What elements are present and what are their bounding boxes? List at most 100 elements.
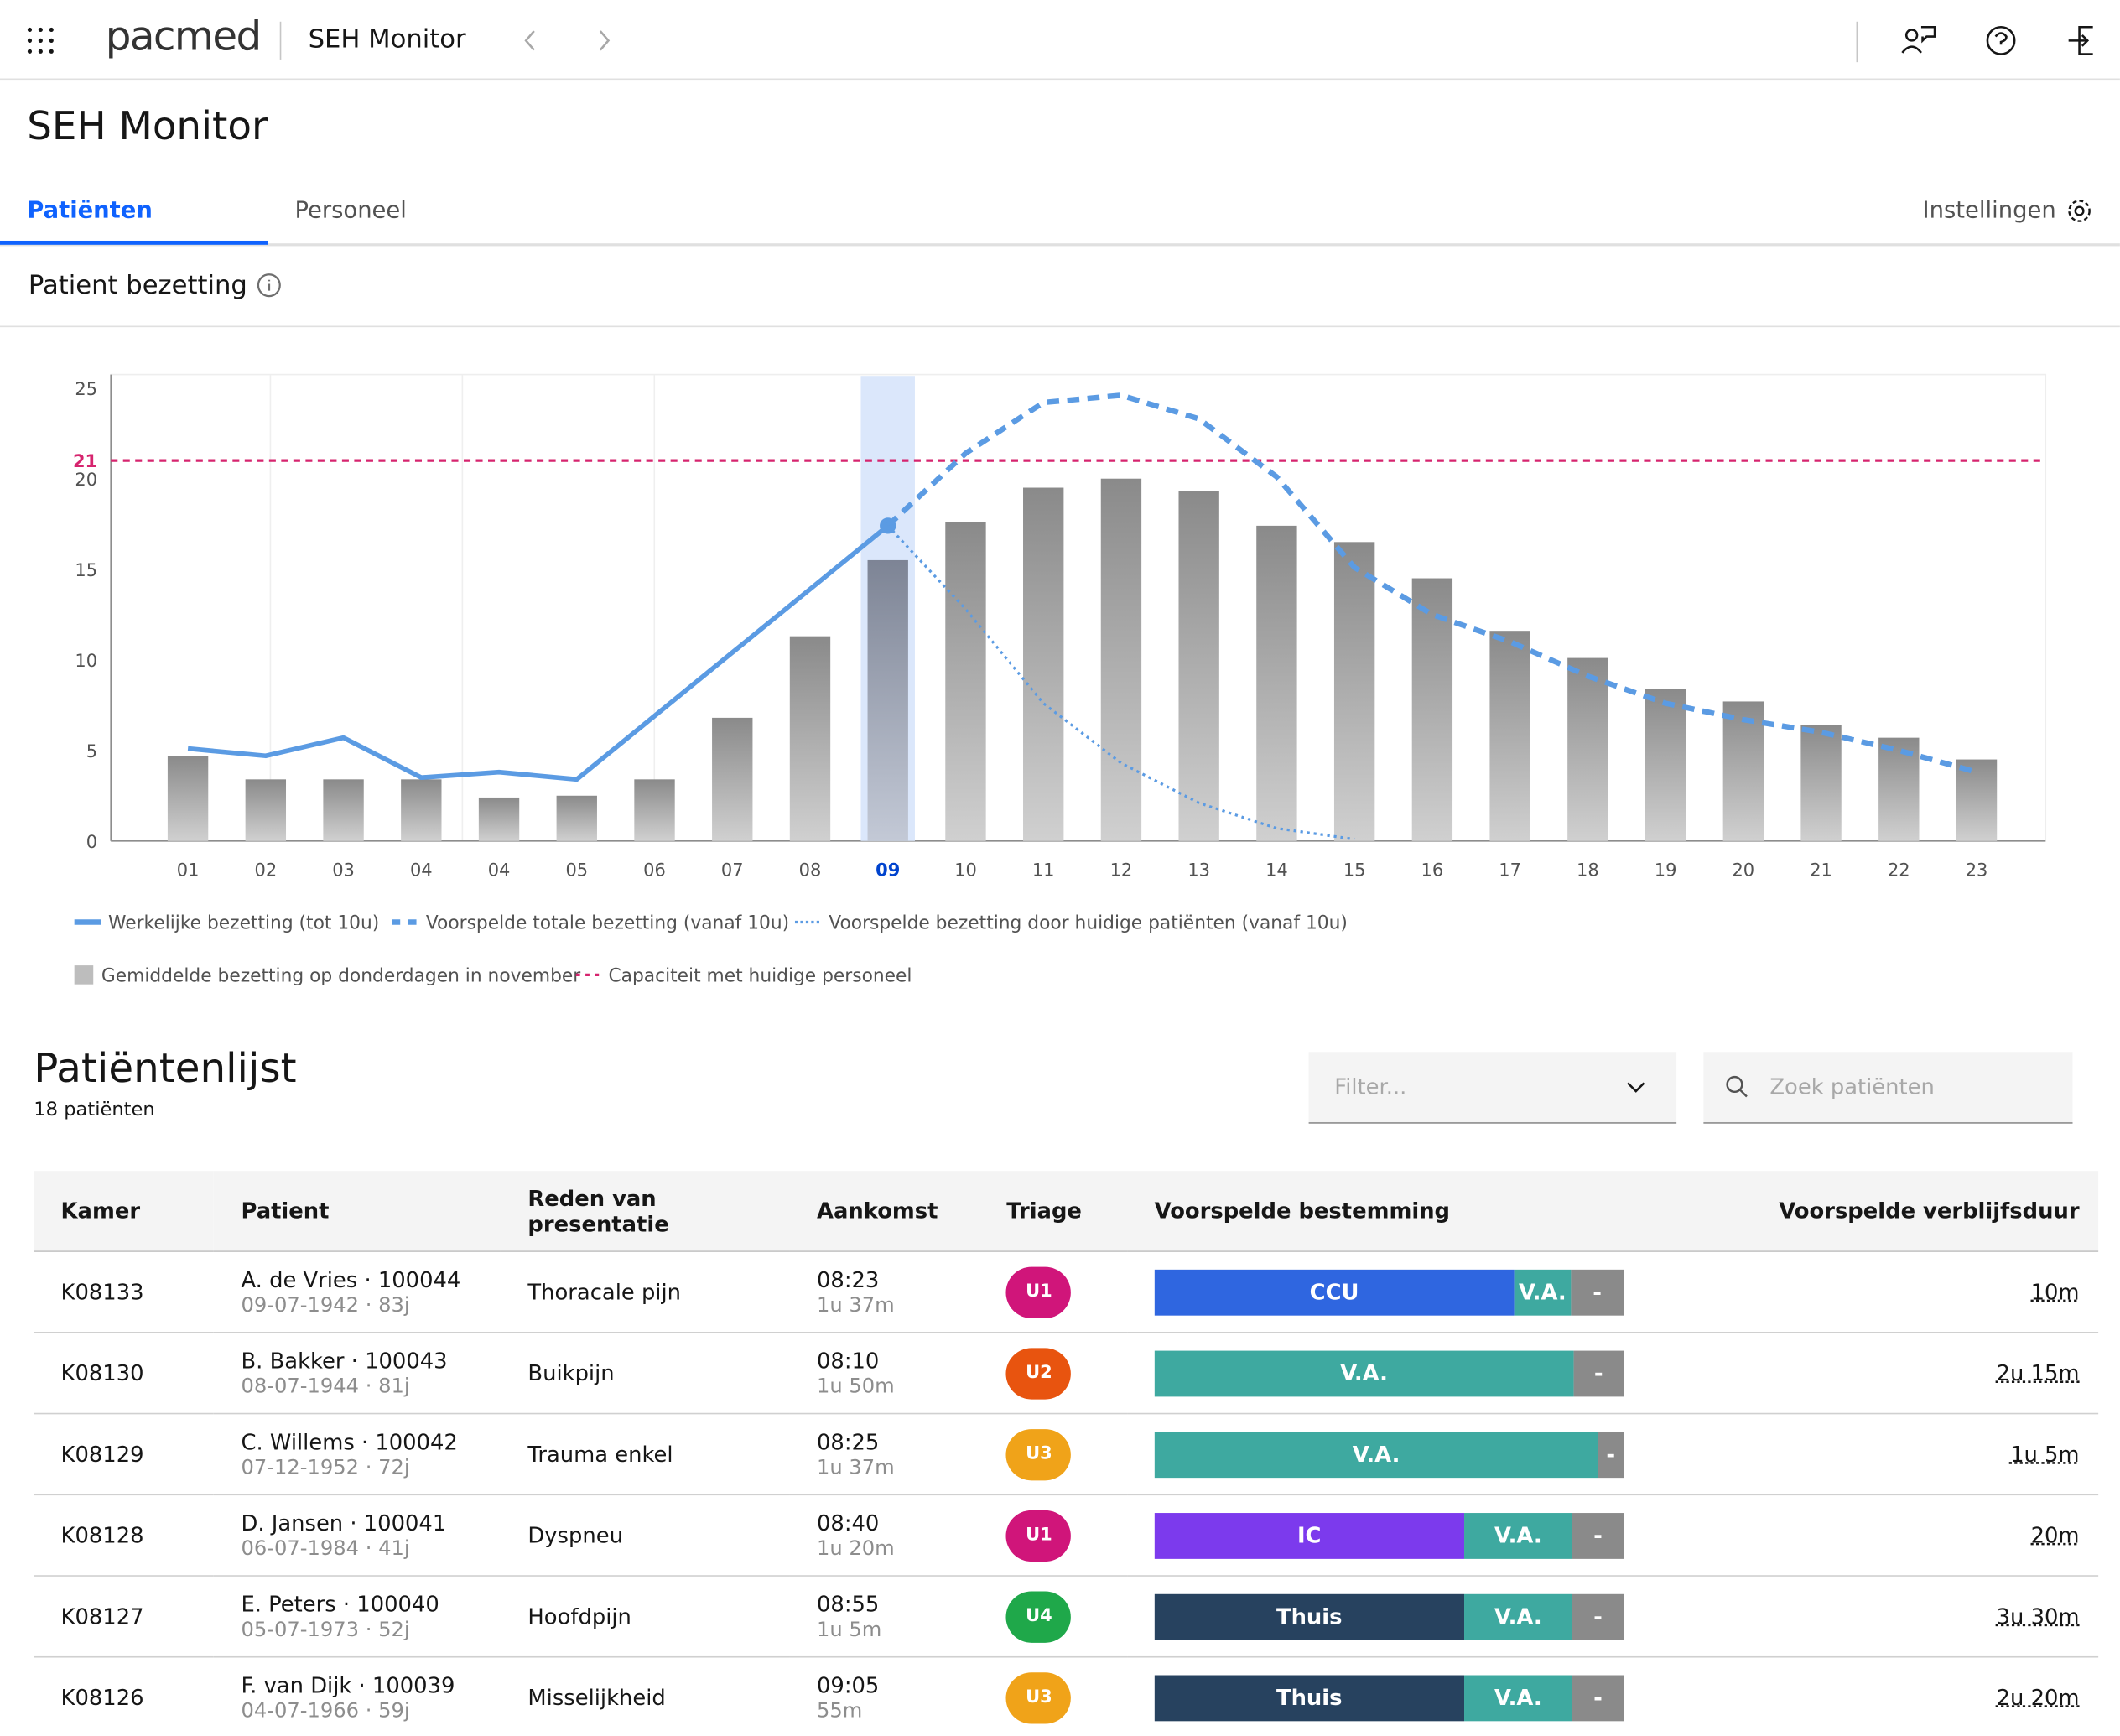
destination-segment: - — [1572, 1674, 1624, 1721]
destination-segment: - — [1572, 1593, 1624, 1640]
list-title: Patiëntenlijst — [34, 1045, 297, 1093]
bar — [1645, 689, 1686, 841]
y-tick-label: 20 — [75, 470, 97, 490]
duration: 3u 30m — [1624, 1576, 2099, 1658]
reason: Thoracale pijn — [501, 1251, 790, 1333]
patient-dob: 05-07-1973 · 52j — [241, 1617, 410, 1642]
x-tick-label: 17 — [1499, 860, 1521, 881]
patient-table: Kamer Patient Reden van presentatie Aankoms… — [34, 1171, 2099, 1736]
nav-arrows[interactable] — [519, 27, 627, 54]
reason: Trauma enkel — [501, 1413, 790, 1496]
divider — [279, 21, 282, 60]
column-header: Aankomst — [789, 1171, 979, 1252]
patient: B. Bakker · 100043 08-07-1944 · 81j — [214, 1332, 501, 1415]
column-header: Patient — [214, 1171, 501, 1252]
bar — [1722, 701, 1764, 841]
arrival-time: 08:25 — [816, 1429, 880, 1455]
reason: Misselijkheid — [501, 1656, 790, 1736]
table-row: K08129 C. Willems · 100042 07-12-1952 · 72… — [34, 1413, 2099, 1496]
triage: U1 — [979, 1251, 1128, 1333]
bar — [1878, 737, 1920, 841]
duration: 2u 20m — [1624, 1656, 2099, 1736]
patient-dob: 06-07-1984 · 41j — [241, 1536, 410, 1561]
bar — [634, 779, 675, 841]
arrival: 08:23 1u 37m — [789, 1251, 979, 1333]
triage-badge: U1 — [1006, 1266, 1072, 1318]
x-tick-label: 02 — [255, 860, 278, 881]
destination-segment: V.A. — [1514, 1269, 1572, 1315]
search-box[interactable]: Zoek patiënten — [1703, 1052, 2073, 1124]
settings-link[interactable]: Instellingen — [1922, 197, 2056, 225]
triage: U4 — [979, 1576, 1128, 1658]
y-tick-label: 10 — [75, 651, 97, 671]
legend-label: Voorspelde totale bezetting (vanaf 10u) — [426, 913, 789, 934]
patient-dob: 07-12-1952 · 72j — [241, 1454, 410, 1479]
column-header: Voorspelde bestemming — [1127, 1171, 1624, 1252]
column-header: Triage — [979, 1171, 1128, 1252]
header-row: Kamer Patient Reden van presentatie Aankoms… — [34, 1171, 2099, 1252]
tabs: Patiënten Personeel Instellingen — [0, 179, 2120, 247]
patient-name: F. van Dijk · 100039 — [241, 1672, 455, 1698]
destination-segment: V.A. — [1463, 1674, 1572, 1721]
x-tick-label: 15 — [1343, 860, 1366, 881]
filter-dropdown[interactable]: Filter... — [1308, 1052, 1677, 1124]
x-tick-label: 04 — [488, 860, 511, 881]
bar — [1956, 759, 1998, 841]
arrival: 08:10 1u 50m — [789, 1332, 979, 1415]
destination-segment: - — [1571, 1269, 1624, 1315]
info-icon[interactable] — [256, 272, 283, 299]
menu-icon[interactable] — [27, 27, 54, 54]
room: K08129 — [34, 1413, 215, 1496]
bar — [1100, 478, 1142, 841]
destination: IC V.A. - — [1127, 1494, 1624, 1577]
x-tick-label: 09 — [876, 860, 900, 881]
destination-bar: CCU V.A. - — [1154, 1269, 1624, 1315]
reason: Dyspneu — [501, 1494, 790, 1577]
chevron — [1627, 1082, 1645, 1093]
x-tick-label: 07 — [721, 860, 744, 881]
x-tick-label: 18 — [1577, 860, 1599, 881]
bar — [1489, 631, 1530, 841]
x-tick-label: 12 — [1110, 860, 1133, 881]
elapsed: 1u 5m — [816, 1617, 882, 1642]
logo: pacmed — [105, 13, 262, 61]
destination-segment: - — [1598, 1431, 1624, 1478]
search-icon — [1726, 1075, 1748, 1098]
settings-icon[interactable] — [2065, 197, 2092, 224]
destination-segment: Thuis — [1154, 1593, 1464, 1640]
table-row: K08133 A. de Vries · 100044 09-07-1942 · 8… — [34, 1251, 2099, 1333]
patient-dob: 08-07-1944 · 81j — [241, 1373, 410, 1399]
x-tick-label: 11 — [1032, 860, 1055, 881]
x-tick-label: 10 — [954, 860, 977, 881]
x-tick-label: 08 — [799, 860, 822, 881]
destination-segment: - — [1573, 1349, 1624, 1396]
duration: 1u 5m — [1624, 1413, 2099, 1496]
line-solid — [187, 523, 890, 782]
tab[interactable]: Patiënten — [27, 197, 153, 225]
bar — [789, 636, 831, 841]
x-tick-label: 14 — [1265, 860, 1288, 881]
module-name: SEH Monitor — [308, 24, 466, 55]
legend-label: Werkelijke bezetting (tot 10u) — [108, 913, 379, 934]
y-tick-label: 15 — [75, 560, 97, 580]
patient-name: E. Peters · 100040 — [241, 1591, 439, 1618]
destination-segment: V.A. — [1463, 1593, 1572, 1640]
destination-segment: IC — [1154, 1512, 1464, 1559]
triage: U2 — [979, 1332, 1128, 1415]
header-icons[interactable] — [1901, 22, 2098, 60]
triage-badge: U4 — [1006, 1590, 1072, 1643]
destination-segment: CCU — [1154, 1269, 1515, 1315]
x-tick-label: 21 — [1810, 860, 1832, 881]
top-bar: pacmed SEH Monitor — [0, 0, 2120, 81]
x-tick-label: 13 — [1187, 860, 1210, 881]
legend-label: Gemiddelde bezetting op donderdagen in n… — [101, 965, 580, 986]
y-tick-label: 5 — [86, 741, 97, 761]
bar — [1023, 487, 1064, 841]
destination-segment: Thuis — [1154, 1674, 1464, 1721]
tab[interactable]: Personeel — [294, 197, 407, 225]
page-title: SEH Monitor — [27, 102, 268, 149]
destination-bar: V.A. - — [1154, 1431, 1624, 1478]
arrival-time: 09:05 — [816, 1672, 880, 1698]
legend-label: Capaciteit met huidige personeel — [608, 965, 912, 986]
bar — [867, 559, 908, 841]
